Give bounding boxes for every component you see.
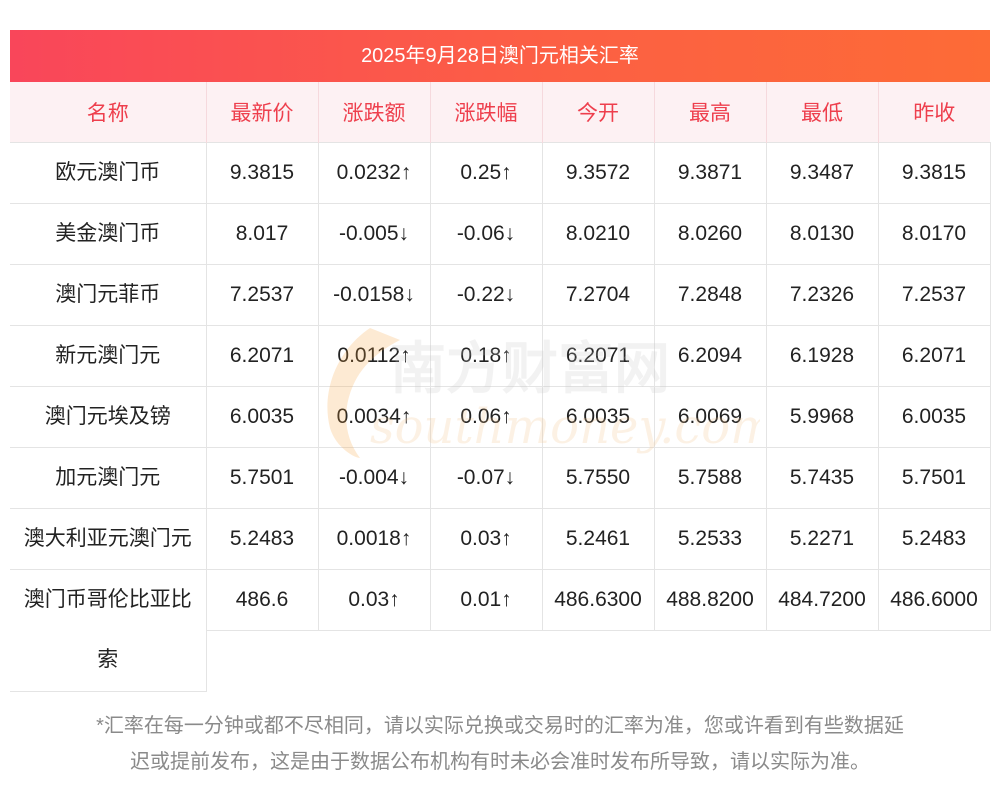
row-latest: 5.7501 — [206, 447, 319, 509]
row-name: 新元澳门元 — [10, 325, 207, 387]
row-change: 0.0034↑ — [318, 386, 431, 448]
header-open: 今开 — [542, 82, 655, 143]
empty-spacer — [206, 631, 990, 692]
row-name: 澳门元埃及镑 — [10, 386, 207, 448]
row-name: 澳门币哥伦比亚比 索 — [10, 569, 207, 692]
row-name: 澳门元菲币 — [10, 264, 207, 326]
row-open: 9.3572 — [542, 142, 655, 204]
table-row: 澳门币哥伦比亚比 索 486.6 0.03↑ 0.01↑ 486.6300 48… — [10, 569, 991, 692]
row-change: -0.005↓ — [318, 203, 431, 265]
row-change-pct: 0.06↑ — [430, 386, 543, 448]
row-prev-close: 5.7501 — [878, 447, 991, 509]
row-high: 5.7588 — [654, 447, 767, 509]
header-low: 最低 — [766, 82, 879, 143]
row-open: 5.2461 — [542, 508, 655, 570]
row-name: 澳大利亚元澳门元 — [10, 508, 207, 570]
row-low: 5.2271 — [766, 508, 879, 570]
row-latest: 6.2071 — [206, 325, 319, 387]
row-latest: 486.6 — [206, 569, 319, 631]
row-low: 6.1928 — [766, 325, 879, 387]
row-change-pct: 0.01↑ — [430, 569, 543, 631]
row-prev-close: 8.0170 — [878, 203, 991, 265]
row-name-line-1: 澳门币哥伦比亚比 — [23, 588, 192, 612]
row-prev-close: 6.0035 — [878, 386, 991, 448]
table-row: 澳大利亚元澳门元 5.2483 0.0018↑ 0.03↑ 5.2461 5.2… — [10, 508, 991, 570]
row-prev-close: 486.6000 — [878, 569, 991, 631]
row-change: -0.0158↓ — [318, 264, 431, 326]
row-open: 7.2704 — [542, 264, 655, 326]
table-row: 加元澳门元 5.7501 -0.004↓ -0.07↓ 5.7550 5.758… — [10, 447, 991, 509]
header-change: 涨跌额 — [318, 82, 431, 143]
row-latest: 6.0035 — [206, 386, 319, 448]
row-prev-close: 6.2071 — [878, 325, 991, 387]
exchange-rate-table: 名称 最新价 涨跌额 涨跌幅 今开 最高 最低 昨收 欧元澳门币 9.3815 … — [10, 82, 991, 692]
row-name-line-2: 索 — [97, 648, 119, 672]
row-open: 486.6300 — [542, 569, 655, 631]
row-name: 欧元澳门币 — [10, 142, 207, 204]
row-low: 5.7435 — [766, 447, 879, 509]
table-header-row: 名称 最新价 涨跌额 涨跌幅 今开 最高 最低 昨收 — [10, 82, 990, 143]
table-row: 澳门元菲币 7.2537 -0.0158↓ -0.22↓ 7.2704 7.28… — [10, 264, 991, 326]
row-change: 0.0018↑ — [318, 508, 431, 570]
row-change-pct: 0.18↑ — [430, 325, 543, 387]
row-open: 5.7550 — [542, 447, 655, 509]
table-row: 美金澳门币 8.017 -0.005↓ -0.06↓ 8.0210 8.0260… — [10, 203, 991, 265]
row-high: 488.8200 — [654, 569, 767, 631]
row-prev-close: 9.3815 — [878, 142, 991, 204]
row-name: 美金澳门币 — [10, 203, 207, 265]
table-title: 2025年9月28日澳门元相关汇率 — [10, 30, 990, 82]
row-change: -0.004↓ — [318, 447, 431, 509]
row-latest: 7.2537 — [206, 264, 319, 326]
row-high: 6.2094 — [654, 325, 767, 387]
row-latest: 8.017 — [206, 203, 319, 265]
row-high: 5.2533 — [654, 508, 767, 570]
row-high: 8.0260 — [654, 203, 767, 265]
row-change-pct: 0.03↑ — [430, 508, 543, 570]
row-change: 0.0232↑ — [318, 142, 431, 204]
row-change: 0.03↑ — [318, 569, 431, 631]
table-row: 澳门元埃及镑 6.0035 0.0034↑ 0.06↑ 6.0035 6.006… — [10, 386, 991, 448]
row-low: 9.3487 — [766, 142, 879, 204]
header-prev-close: 昨收 — [878, 82, 990, 143]
row-latest: 5.2483 — [206, 508, 319, 570]
row-prev-close: 5.2483 — [878, 508, 991, 570]
row-low: 8.0130 — [766, 203, 879, 265]
row-change-pct: 0.25↑ — [430, 142, 543, 204]
row-prev-close: 7.2537 — [878, 264, 991, 326]
header-name: 名称 — [10, 82, 207, 143]
row-open: 8.0210 — [542, 203, 655, 265]
header-change-pct: 涨跌幅 — [430, 82, 543, 143]
row-latest: 9.3815 — [206, 142, 319, 204]
header-latest: 最新价 — [206, 82, 319, 143]
row-high: 6.0069 — [654, 386, 767, 448]
row-high: 9.3871 — [654, 142, 767, 204]
disclaimer-footnote: *汇率在每一分钟或都不尽相同，请以实际兑换或交易时的汇率为准，您或许看到有些数据… — [10, 708, 990, 780]
header-high: 最高 — [654, 82, 767, 143]
footnote-line-2: 迟或提前发布，这是由于数据公布机构有时未必会准时发布所导致，请以实际为准。 — [130, 751, 870, 773]
row-change-pct: -0.06↓ — [430, 203, 543, 265]
row-low: 484.7200 — [766, 569, 879, 631]
footnote-line-1: *汇率在每一分钟或都不尽相同，请以实际兑换或交易时的汇率为准，您或许看到有些数据… — [96, 715, 904, 737]
row-change: 0.0112↑ — [318, 325, 431, 387]
table-row: 新元澳门元 6.2071 0.0112↑ 0.18↑ 6.2071 6.2094… — [10, 325, 991, 387]
row-high: 7.2848 — [654, 264, 767, 326]
row-low: 5.9968 — [766, 386, 879, 448]
row-low: 7.2326 — [766, 264, 879, 326]
row-change-pct: -0.22↓ — [430, 264, 543, 326]
table-row: 欧元澳门币 9.3815 0.0232↑ 0.25↑ 9.3572 9.3871… — [10, 142, 991, 204]
row-open: 6.0035 — [542, 386, 655, 448]
row-change-pct: -0.07↓ — [430, 447, 543, 509]
row-name: 加元澳门元 — [10, 447, 207, 509]
row-open: 6.2071 — [542, 325, 655, 387]
